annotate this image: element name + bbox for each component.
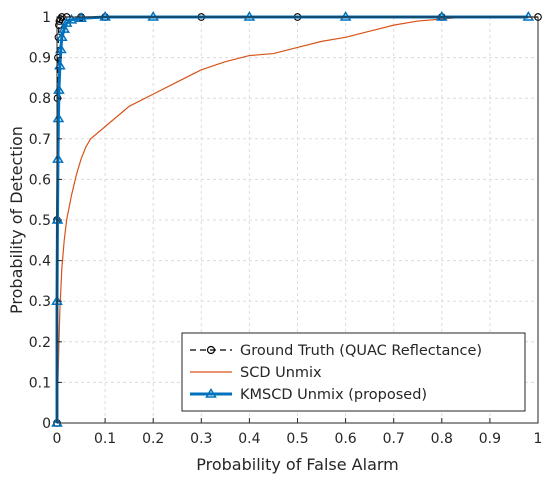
x-tick-label: 1: [534, 431, 543, 447]
y-tick-label: 0.1: [29, 375, 51, 391]
y-tick-label: 0.8: [29, 91, 51, 107]
data-point-kmscd: [65, 13, 78, 24]
y-tick-label: 0.6: [29, 172, 51, 188]
y-tick-label: 1: [42, 10, 51, 26]
x-tick-label: 0.6: [334, 431, 356, 447]
data-point-kmscd: [54, 59, 66, 70]
tick-labels: 0 0.1 0.2 0.3 0.4 0.5 0.6 0.7 0.8 0.9 1 0 0.1 0.2 0.3 0…: [29, 10, 543, 447]
data-point-kmscd: [435, 11, 448, 21]
legend-label-kmscd: KMSCD Unmix (proposed): [240, 387, 427, 403]
x-tick-label: 0.3: [190, 431, 212, 447]
data-point-kmscd: [52, 153, 64, 163]
legend: Ground Truth (QUAC Reflectance) SCD Unmi…: [181, 332, 526, 412]
data-point-kmscd: [243, 11, 256, 21]
data-point-kmscd: [58, 23, 71, 33]
x-tick-label: 0.9: [479, 431, 501, 447]
x-tick-label: 0.2: [142, 431, 164, 447]
x-tick-label: 0.1: [94, 431, 116, 447]
legend-label-scd: SCD Unmix: [240, 365, 322, 381]
x-tick-label: 0.4: [238, 431, 260, 447]
series-line-scd: [56, 16, 538, 424]
data-point-kmscd: [339, 11, 352, 21]
x-tick-label: 0.7: [383, 431, 405, 447]
legend-marker-circle: [206, 345, 216, 355]
series-scd: [56, 16, 538, 424]
y-tick-label: 0.2: [29, 335, 51, 351]
y-tick-label: 0.5: [29, 213, 51, 229]
legend-item-kmscd: KMSCD Unmix (proposed): [190, 387, 427, 403]
y-tick-label: 0.4: [29, 254, 51, 270]
legend-box: [181, 332, 526, 412]
y-tick-label: 0.3: [29, 294, 51, 310]
y-axis-label: Probability of Detection: [7, 126, 26, 314]
data-point-kmscd: [147, 11, 160, 21]
data-point-kmscd: [52, 112, 65, 123]
y-tick-label: 0.9: [29, 51, 51, 67]
legend-label-ground-truth: Ground Truth (QUAC Reflectance): [240, 343, 482, 359]
data-point-kmscd: [522, 11, 535, 21]
legend-item-scd: SCD Unmix: [190, 365, 322, 381]
x-axis-label: Probability of False Alarm: [196, 455, 399, 474]
data-point-kmscd: [55, 31, 68, 42]
x-tick-label: 0.5: [286, 431, 308, 447]
data-point-kmscd: [55, 43, 67, 54]
y-tick-label: 0: [42, 416, 51, 432]
x-tick-label: 0.8: [431, 431, 453, 447]
data-point-kmscd: [99, 11, 111, 21]
y-tick-label: 0.7: [29, 132, 51, 148]
legend-item-ground-truth: Ground Truth (QUAC Reflectance): [190, 343, 482, 359]
data-point-kmscd: [51, 417, 63, 427]
x-tick-label: 0: [53, 431, 62, 447]
legend-marker-triangle: [205, 388, 217, 398]
